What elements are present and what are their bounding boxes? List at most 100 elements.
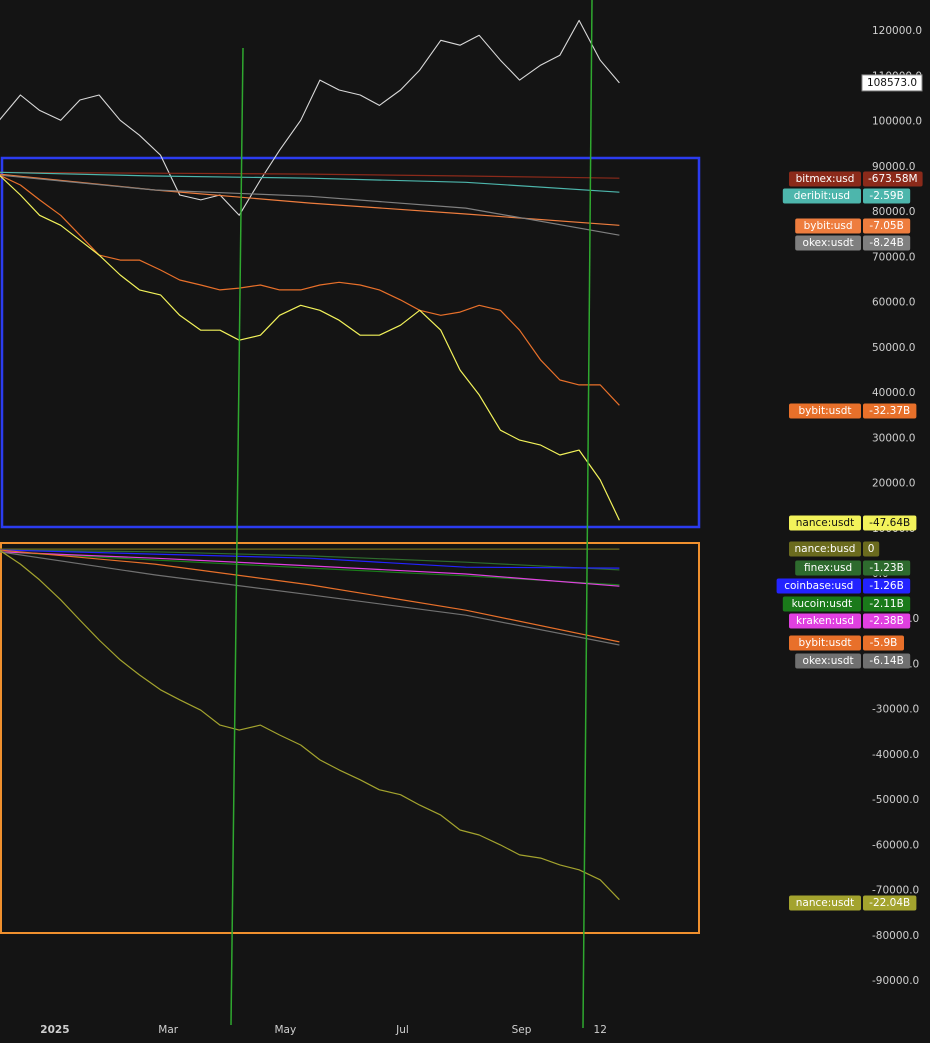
- legend-name: bybit:usdt: [798, 637, 851, 649]
- legend: bitmex:usd -673.58M deribit:usd -2.59B bybit…: [776, 171, 923, 911]
- y-tick-label: -90000.0: [872, 975, 919, 987]
- delta-line: [0, 171, 620, 193]
- legend-value-box: [863, 188, 911, 204]
- price-label: 108573.0: [867, 77, 917, 89]
- legend-name: finex:usd: [804, 562, 852, 574]
- delta-line: [0, 551, 620, 646]
- legend-value-box: [863, 613, 911, 629]
- legend-value-box: [863, 171, 923, 187]
- y-tick-label: 80000.0: [872, 206, 915, 218]
- delta-line: [0, 549, 620, 901]
- y-tick-label: 50000.0: [872, 342, 915, 354]
- legend-value: -22.04B: [869, 897, 910, 909]
- delta-line: [0, 549, 620, 643]
- legend-name-box: [782, 596, 861, 612]
- delta-line: [0, 549, 620, 569]
- delta-line: [0, 551, 620, 587]
- delta-line: [0, 551, 620, 586]
- legend-value-box: [863, 218, 911, 234]
- legend-value: -1.23B: [869, 562, 903, 574]
- legend-name-box: [789, 403, 861, 419]
- legend-name-box: [789, 895, 861, 911]
- legend-name: coinbase:usd: [784, 580, 853, 592]
- legend-value-box: [863, 235, 911, 251]
- legend-name: deribit:usd: [794, 190, 850, 202]
- legend-name: nance:usdt: [796, 897, 854, 909]
- legend-value-box: [863, 515, 917, 531]
- delta-line: [0, 174, 620, 236]
- legend-name: bybit:usd: [804, 220, 853, 232]
- legend-value-box: [863, 653, 911, 669]
- legend-name-box: [795, 560, 861, 576]
- legend-value: -2.11B: [869, 598, 903, 610]
- legend-value-box: [863, 403, 917, 419]
- y-tick-label: -30000.0: [872, 704, 919, 716]
- legend-name: bybit:usdt: [798, 405, 851, 417]
- price-label-box: [861, 74, 923, 92]
- trend-line: [582, 0, 593, 1029]
- y-tick-label: -60000.0: [872, 839, 919, 851]
- x-tick-label: Sep: [512, 1024, 532, 1036]
- x-axis: 2025 Mar May Jul Sep 12: [40, 1024, 607, 1036]
- legend-value: -673.58M: [868, 173, 918, 185]
- y-tick-label: -80000.0: [872, 930, 919, 942]
- legend-name-box: [789, 635, 861, 651]
- legend-value-box: [863, 560, 911, 576]
- y-tick-label: -70000.0: [872, 885, 919, 897]
- legend-name: kucoin:usdt: [792, 598, 853, 610]
- legend-value: -7.05B: [869, 220, 903, 232]
- price-line: [0, 19, 620, 216]
- y-tick-label: 70000.0: [872, 251, 915, 263]
- legend-name-box: [789, 515, 861, 531]
- legend-value: -1.26B: [869, 580, 903, 592]
- y-tick-label: -50000.0: [872, 794, 919, 806]
- y-tick-label: 90000.0: [872, 161, 915, 173]
- legend-name-box: [782, 188, 861, 204]
- legend-name-box: [795, 218, 861, 234]
- plot-area: [0, 19, 620, 901]
- y-tick-label: 40000.0: [872, 387, 915, 399]
- legend-name: nance:usdt: [796, 517, 854, 529]
- legend-value: -6.14B: [869, 655, 903, 667]
- x-tick-label: Jul: [395, 1024, 409, 1036]
- x-tick-label: Mar: [158, 1024, 178, 1036]
- y-tick-label: -40000.0: [872, 749, 919, 761]
- delta-line: [0, 175, 620, 521]
- legend-value-box: [863, 578, 911, 594]
- legend-value-box: [863, 541, 880, 557]
- legend-value: -8.24B: [869, 237, 903, 249]
- orange-box: [0, 542, 700, 934]
- legend-name-box: [789, 613, 861, 629]
- delta-line: [0, 171, 620, 179]
- legend-name: kraken:usd: [796, 615, 854, 627]
- delta-line: [0, 549, 620, 571]
- delta-line: [0, 174, 620, 406]
- x-tick-label: 2025: [40, 1024, 69, 1036]
- legend-value: -32.37B: [869, 405, 910, 417]
- legend-name-box: [776, 578, 861, 594]
- legend-name-box: [795, 653, 861, 669]
- x-tick-label: 12: [594, 1024, 607, 1036]
- trend-line: [230, 47, 244, 1026]
- legend-name-box: [795, 235, 861, 251]
- y-tick-label: 20000.0: [872, 478, 915, 490]
- legend-name: okex:usdt: [803, 237, 854, 249]
- legend-name-box: [789, 541, 861, 557]
- y-tick-label: 60000.0: [872, 297, 915, 309]
- legend-value: -5.9B: [870, 637, 898, 649]
- legend-name: bitmex:usd: [796, 173, 855, 185]
- legend-value-box: [863, 596, 911, 612]
- y-tick-label: 100000.0: [872, 116, 922, 128]
- y-tick-label: 30000.0: [872, 432, 915, 444]
- blue-box: [0, 156, 701, 529]
- legend-value: -2.59B: [869, 190, 903, 202]
- legend-value: -2.38B: [869, 615, 903, 627]
- legend-value-box: [863, 895, 917, 911]
- x-tick-label: May: [274, 1024, 296, 1036]
- legend-name-box: [789, 171, 861, 187]
- legend-value: 0: [868, 543, 875, 555]
- y-tick-label: 120000.0: [872, 25, 922, 37]
